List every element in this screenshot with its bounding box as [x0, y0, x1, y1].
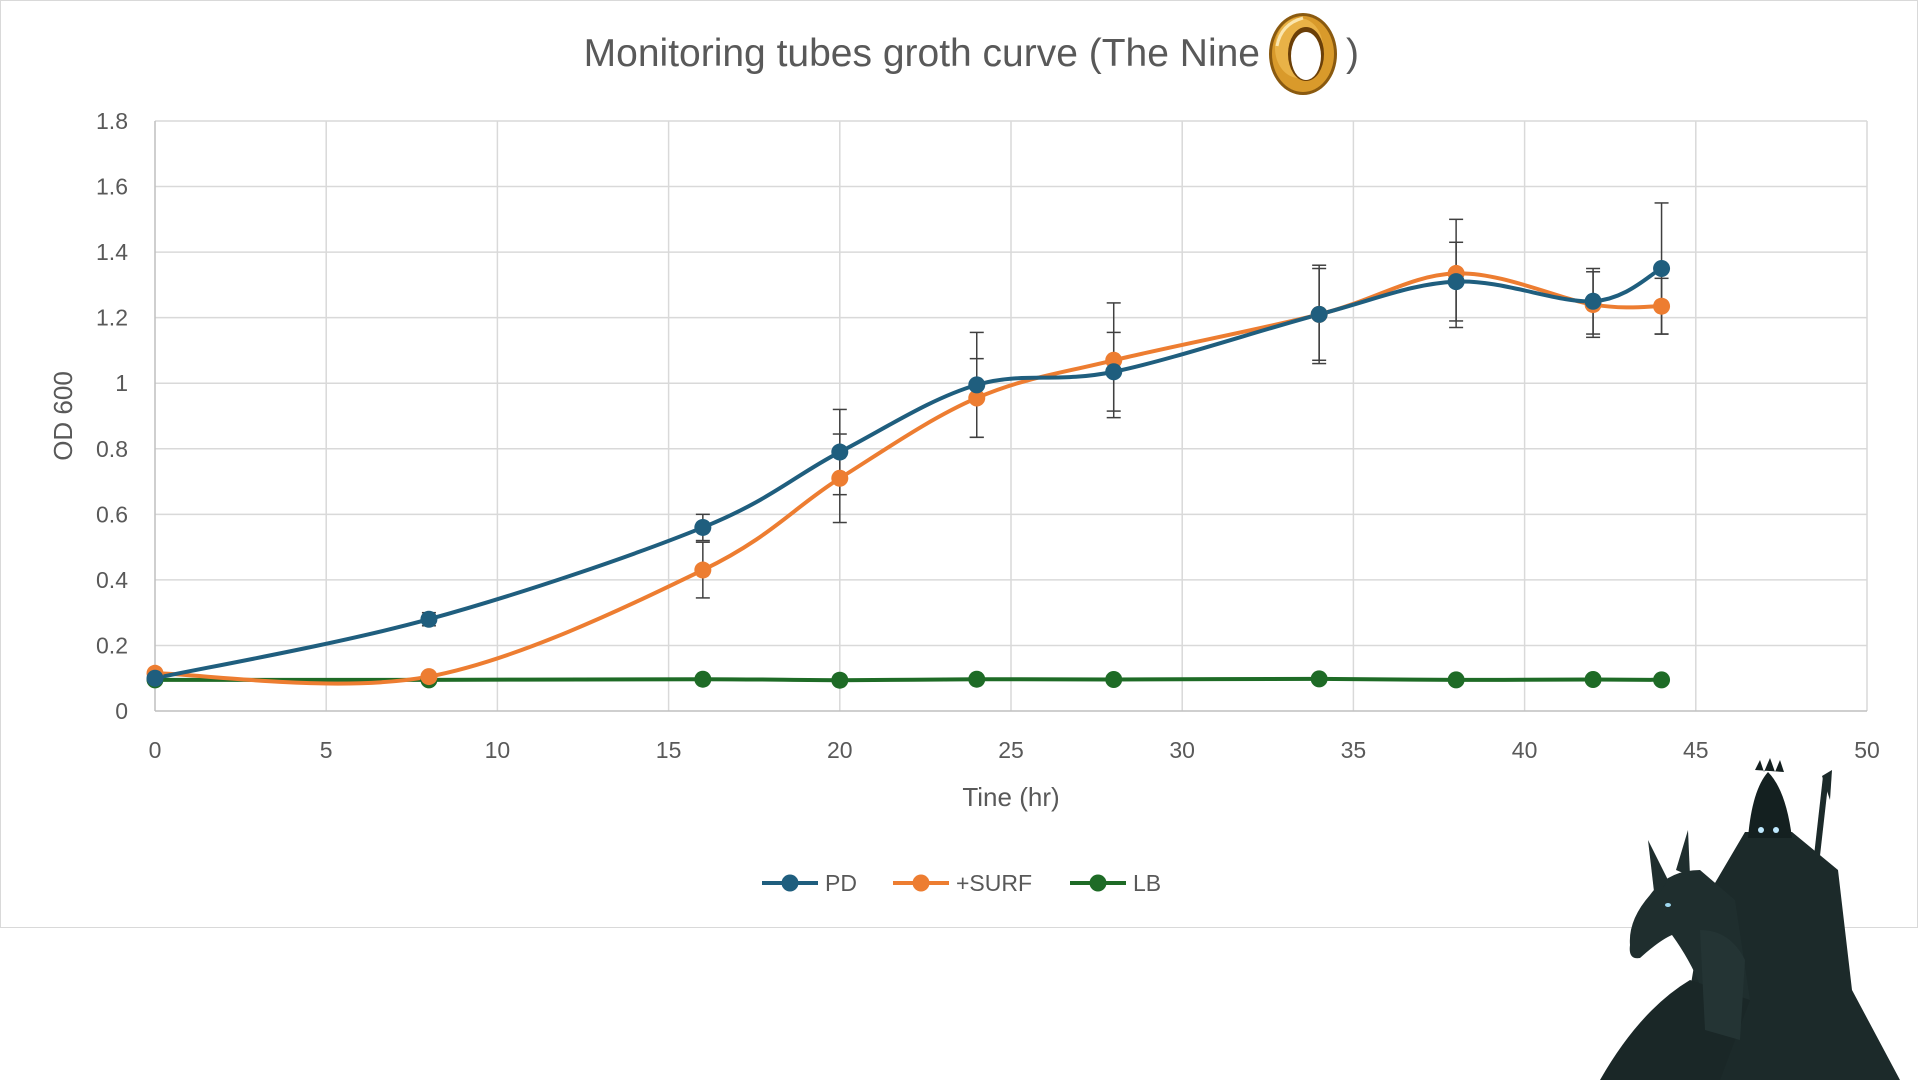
y-tick-labels: 0 0.2 0.4 0.6 0.8 1 1.2 1.4 1.6 1.8 [96, 108, 128, 724]
legend-marker [781, 874, 799, 892]
chart-title-close: ) [1346, 32, 1359, 75]
data-point [1584, 292, 1602, 310]
legend-label: PD [825, 870, 857, 896]
data-point [1653, 260, 1671, 277]
data-point [1447, 671, 1465, 689]
x-tick-label: 40 [1512, 737, 1538, 763]
data-point [831, 671, 849, 689]
chart-area [0, 0, 1918, 928]
x-tick-label: 35 [1341, 737, 1367, 763]
series-markers [146, 260, 1671, 689]
x-tick-label: 45 [1683, 737, 1709, 763]
data-point [1310, 670, 1328, 688]
data-point [420, 610, 438, 628]
y-tick-label: 1.4 [96, 239, 128, 265]
data-point [1653, 297, 1671, 315]
series-line-lb [153, 676, 1664, 683]
series-line-pd [153, 266, 1664, 681]
series-lines [153, 266, 1664, 686]
y-tick-label: 0.8 [96, 436, 128, 462]
x-tick-label: 20 [827, 737, 853, 763]
data-point [694, 561, 712, 579]
data-point [968, 389, 986, 407]
data-point [1310, 305, 1328, 323]
data-point [1105, 671, 1123, 689]
x-tick-labels: 0 5 10 15 20 25 30 35 40 45 50 [149, 737, 1880, 763]
x-tick-label: 30 [1169, 737, 1195, 763]
y-tick-label: 1.8 [96, 108, 128, 134]
series-line-surf [153, 271, 1664, 686]
data-point [1653, 671, 1671, 689]
y-tick-label: 1.6 [96, 174, 128, 200]
chart-title: Monitoring tubes groth curve (The Nine [584, 32, 1260, 75]
y-tick-label: 0.4 [96, 567, 128, 593]
y-tick-label: 0.6 [96, 501, 128, 527]
legend: PD +SURF LB [762, 870, 1161, 896]
data-point [694, 670, 712, 688]
data-point [831, 469, 849, 487]
data-point [420, 668, 438, 686]
data-point [1105, 363, 1123, 381]
x-tick-label: 0 [149, 737, 162, 763]
legend-label: +SURF [956, 870, 1032, 896]
x-tick-label: 50 [1854, 737, 1880, 763]
x-tick-label: 10 [485, 737, 511, 763]
data-point [146, 669, 164, 687]
x-tick-label: 25 [998, 737, 1024, 763]
data-point [968, 670, 986, 688]
data-point [1447, 273, 1465, 291]
y-tick-label: 0.2 [96, 632, 128, 658]
data-point [831, 443, 849, 461]
legend-marker [1089, 874, 1107, 892]
x-tick-label: 5 [320, 737, 333, 763]
x-axis-label: Tine (hr) [962, 782, 1059, 812]
legend-marker [912, 874, 930, 892]
gold-ring-icon [1269, 13, 1337, 95]
y-tick-label: 0 [115, 698, 128, 724]
axes [154, 121, 1867, 712]
gridlines [155, 120, 1868, 711]
x-tick-label: 15 [656, 737, 682, 763]
data-point [694, 518, 712, 536]
legend-label: LB [1133, 870, 1161, 896]
y-tick-label: 1 [115, 370, 128, 396]
y-tick-label: 1.2 [96, 305, 128, 331]
y-axis-label: OD 600 [48, 371, 78, 461]
dark-rider-icon [1600, 758, 1900, 1080]
data-point [968, 376, 986, 394]
data-point [1584, 671, 1602, 689]
